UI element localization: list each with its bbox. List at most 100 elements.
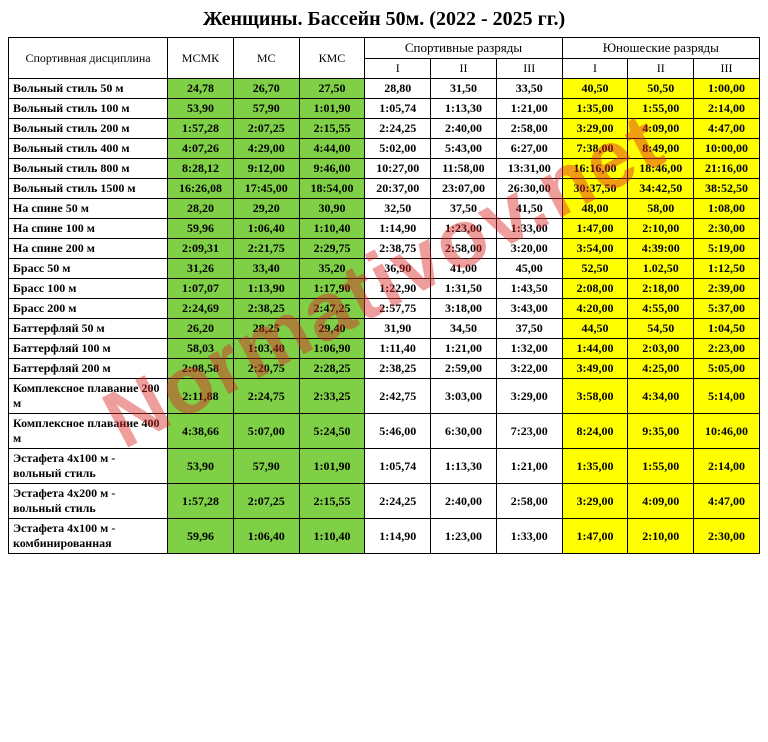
value-cell: 2:29,75 — [299, 239, 365, 259]
discipline-label: Вольный стиль 800 м — [9, 159, 168, 179]
value-cell: 1:13,30 — [431, 99, 497, 119]
discipline-label: Эстафета 4х200 м - вольный стиль — [9, 484, 168, 519]
value-cell: 2:07,25 — [233, 119, 299, 139]
value-cell: 2:23,00 — [694, 339, 760, 359]
value-cell: 31,50 — [431, 79, 497, 99]
table-row: На спине 50 м28,2029,2030,9032,5037,5041… — [9, 199, 760, 219]
header-sport-1: I — [365, 59, 431, 79]
discipline-label: Баттерфляй 100 м — [9, 339, 168, 359]
value-cell: 3:29,00 — [562, 119, 628, 139]
table-row: Эстафета 4х100 м - вольный стиль53,9057,… — [9, 449, 760, 484]
value-cell: 31,90 — [365, 319, 431, 339]
table-row: Комплексное плавание 200 м2:11,882:24,75… — [9, 379, 760, 414]
value-cell: 58,03 — [168, 339, 234, 359]
value-cell: 2:47,25 — [299, 299, 365, 319]
value-cell: 44,50 — [562, 319, 628, 339]
table-row: Вольный стиль 100 м53,9057,901:01,901:05… — [9, 99, 760, 119]
value-cell: 2:38,25 — [233, 299, 299, 319]
discipline-label: На спине 50 м — [9, 199, 168, 219]
table-row: Баттерфляй 50 м26,2028,2529,4031,9034,50… — [9, 319, 760, 339]
value-cell: 4:34,00 — [628, 379, 694, 414]
value-cell: 1:35,00 — [562, 99, 628, 119]
value-cell: 2:09,31 — [168, 239, 234, 259]
value-cell: 2:15,55 — [299, 119, 365, 139]
value-cell: 4:25,00 — [628, 359, 694, 379]
value-cell: 34:42,50 — [628, 179, 694, 199]
value-cell: 18:46,00 — [628, 159, 694, 179]
table-row: Брасс 200 м2:24,692:38,252:47,252:57,753… — [9, 299, 760, 319]
table-header: Спортивная дисциплина МСМК МС КМС Спорти… — [9, 38, 760, 79]
value-cell: 4:20,00 — [562, 299, 628, 319]
value-cell: 5:43,00 — [431, 139, 497, 159]
header-sport-3: III — [496, 59, 562, 79]
table-row: На спине 100 м59,961:06,401:10,401:14,90… — [9, 219, 760, 239]
value-cell: 5:24,50 — [299, 414, 365, 449]
value-cell: 20:37,00 — [365, 179, 431, 199]
standards-table: Спортивная дисциплина МСМК МС КМС Спорти… — [8, 37, 760, 554]
value-cell: 2:30,00 — [694, 219, 760, 239]
value-cell: 26:30,00 — [496, 179, 562, 199]
value-cell: 5:14,00 — [694, 379, 760, 414]
discipline-label: Баттерфляй 200 м — [9, 359, 168, 379]
discipline-label: Комплексное плавание 400 м — [9, 414, 168, 449]
value-cell: 1:32,00 — [496, 339, 562, 359]
header-msmk: МСМК — [168, 38, 234, 79]
value-cell: 3:49,00 — [562, 359, 628, 379]
value-cell: 1:43,50 — [496, 279, 562, 299]
value-cell: 1:13,90 — [233, 279, 299, 299]
value-cell: 1:17,90 — [299, 279, 365, 299]
value-cell: 3:03,00 — [431, 379, 497, 414]
table-row: На спине 200 м2:09,312:21,752:29,752:38,… — [9, 239, 760, 259]
value-cell: 9:35,00 — [628, 414, 694, 449]
value-cell: 48,00 — [562, 199, 628, 219]
value-cell: 9:12,00 — [233, 159, 299, 179]
value-cell: 1:47,00 — [562, 519, 628, 554]
value-cell: 4:07,26 — [168, 139, 234, 159]
discipline-label: Брасс 100 м — [9, 279, 168, 299]
value-cell: 2:30,00 — [694, 519, 760, 554]
value-cell: 1:33,00 — [496, 519, 562, 554]
value-cell: 24,78 — [168, 79, 234, 99]
value-cell: 3:54,00 — [562, 239, 628, 259]
header-youth-2: II — [628, 59, 694, 79]
value-cell: 1:22,90 — [365, 279, 431, 299]
discipline-label: Вольный стиль 200 м — [9, 119, 168, 139]
value-cell: 38:52,50 — [694, 179, 760, 199]
value-cell: 10:27,00 — [365, 159, 431, 179]
value-cell: 8:49,00 — [628, 139, 694, 159]
value-cell: 1:12,50 — [694, 259, 760, 279]
value-cell: 1:03,40 — [233, 339, 299, 359]
header-discipline: Спортивная дисциплина — [9, 38, 168, 79]
value-cell: 2:18,00 — [628, 279, 694, 299]
value-cell: 2:21,75 — [233, 239, 299, 259]
value-cell: 3:29,00 — [562, 484, 628, 519]
value-cell: 1:55,00 — [628, 99, 694, 119]
value-cell: 1:44,00 — [562, 339, 628, 359]
value-cell: 8:28,12 — [168, 159, 234, 179]
value-cell: 1:00,00 — [694, 79, 760, 99]
value-cell: 41,00 — [431, 259, 497, 279]
value-cell: 33,40 — [233, 259, 299, 279]
value-cell: 1:33,00 — [496, 219, 562, 239]
value-cell: 1:14,90 — [365, 219, 431, 239]
value-cell: 7:38,00 — [562, 139, 628, 159]
value-cell: 2:58,00 — [496, 119, 562, 139]
discipline-label: Баттерфляй 50 м — [9, 319, 168, 339]
value-cell: 1:06,40 — [233, 519, 299, 554]
value-cell: 53,90 — [168, 99, 234, 119]
value-cell: 1:23,00 — [431, 519, 497, 554]
value-cell: 30:37,50 — [562, 179, 628, 199]
value-cell: 5:19,00 — [694, 239, 760, 259]
value-cell: 2:40,00 — [431, 119, 497, 139]
value-cell: 3:20,00 — [496, 239, 562, 259]
value-cell: 2:11,88 — [168, 379, 234, 414]
value-cell: 1:01,90 — [299, 99, 365, 119]
value-cell: 2:14,00 — [694, 99, 760, 119]
value-cell: 36,90 — [365, 259, 431, 279]
value-cell: 33,50 — [496, 79, 562, 99]
value-cell: 2:07,25 — [233, 484, 299, 519]
value-cell: 5:05,00 — [694, 359, 760, 379]
table-row: Брасс 50 м31,2633,4035,2036,9041,0045,00… — [9, 259, 760, 279]
value-cell: 1:14,90 — [365, 519, 431, 554]
value-cell: 2:08,00 — [562, 279, 628, 299]
